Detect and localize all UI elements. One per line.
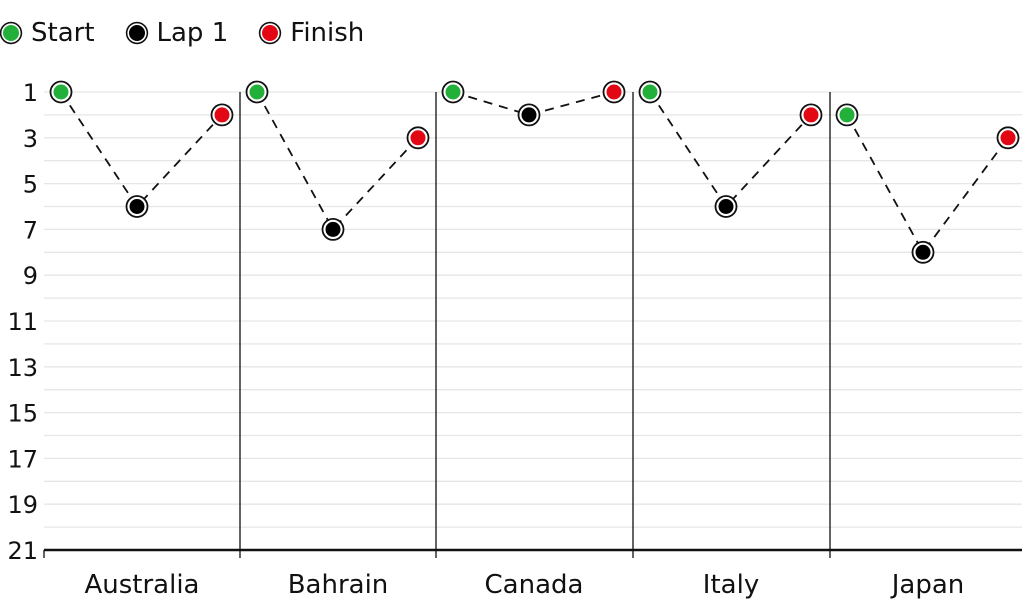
- y-tick-label-9: 9: [23, 262, 38, 290]
- legend-marker-finish: [262, 25, 279, 41]
- marker-finish-canada: [606, 84, 622, 100]
- marker-lap-1-japan: [915, 244, 931, 260]
- y-tick-label-21: 21: [7, 537, 38, 565]
- y-tick-label-15: 15: [7, 400, 38, 428]
- legend-label-start: Start: [31, 18, 95, 48]
- y-tick-label-1: 1: [23, 79, 38, 107]
- marker-start-australia: [53, 84, 69, 100]
- legend-label-finish: Finish: [290, 18, 365, 48]
- y-tick-label-5: 5: [23, 171, 38, 199]
- marker-finish-bahrain: [410, 130, 426, 146]
- category-label-bahrain: Bahrain: [288, 570, 389, 600]
- y-tick-label-11: 11: [7, 308, 38, 336]
- legend-item-finish: Finish: [262, 18, 364, 48]
- category-label-japan: Japan: [890, 570, 965, 600]
- connector-line-japan: [846, 114, 1009, 254]
- y-tick-label-7: 7: [23, 216, 38, 244]
- marker-lap-1-australia: [129, 199, 145, 214]
- category-label-australia: Australia: [84, 570, 199, 600]
- legend-item-start: Start: [3, 18, 95, 48]
- connector-line-australia: [60, 91, 223, 208]
- category-label-italy: Italy: [703, 570, 759, 600]
- category-label-canada: Canada: [485, 570, 584, 600]
- legend: Start Lap 1 Finish: [0, 16, 398, 50]
- marker-finish-italy: [803, 107, 819, 123]
- legend-label-lap-1: Lap 1: [156, 18, 229, 48]
- marker-start-italy: [642, 84, 658, 100]
- connector-line-italy: [649, 91, 812, 208]
- y-tick-label-17: 17: [7, 445, 38, 473]
- y-tick-label-3: 3: [23, 125, 38, 153]
- marker-lap-1-bahrain: [325, 221, 341, 237]
- marker-lap-1-canada: [521, 107, 537, 123]
- legend-marker-start: [3, 25, 19, 41]
- marker-finish-australia: [214, 107, 230, 123]
- marker-lap-1-italy: [718, 199, 734, 214]
- marker-finish-japan: [1000, 130, 1016, 146]
- y-tick-label-19: 19: [7, 491, 38, 519]
- connector-line-bahrain: [256, 91, 419, 231]
- y-tick-label-13: 13: [7, 354, 38, 382]
- marker-start-canada: [445, 84, 461, 100]
- legend-item-lap-1: Lap 1: [128, 18, 229, 48]
- legend-marker-lap-1: [128, 25, 145, 41]
- marker-start-japan: [839, 107, 855, 123]
- marker-start-bahrain: [249, 84, 265, 100]
